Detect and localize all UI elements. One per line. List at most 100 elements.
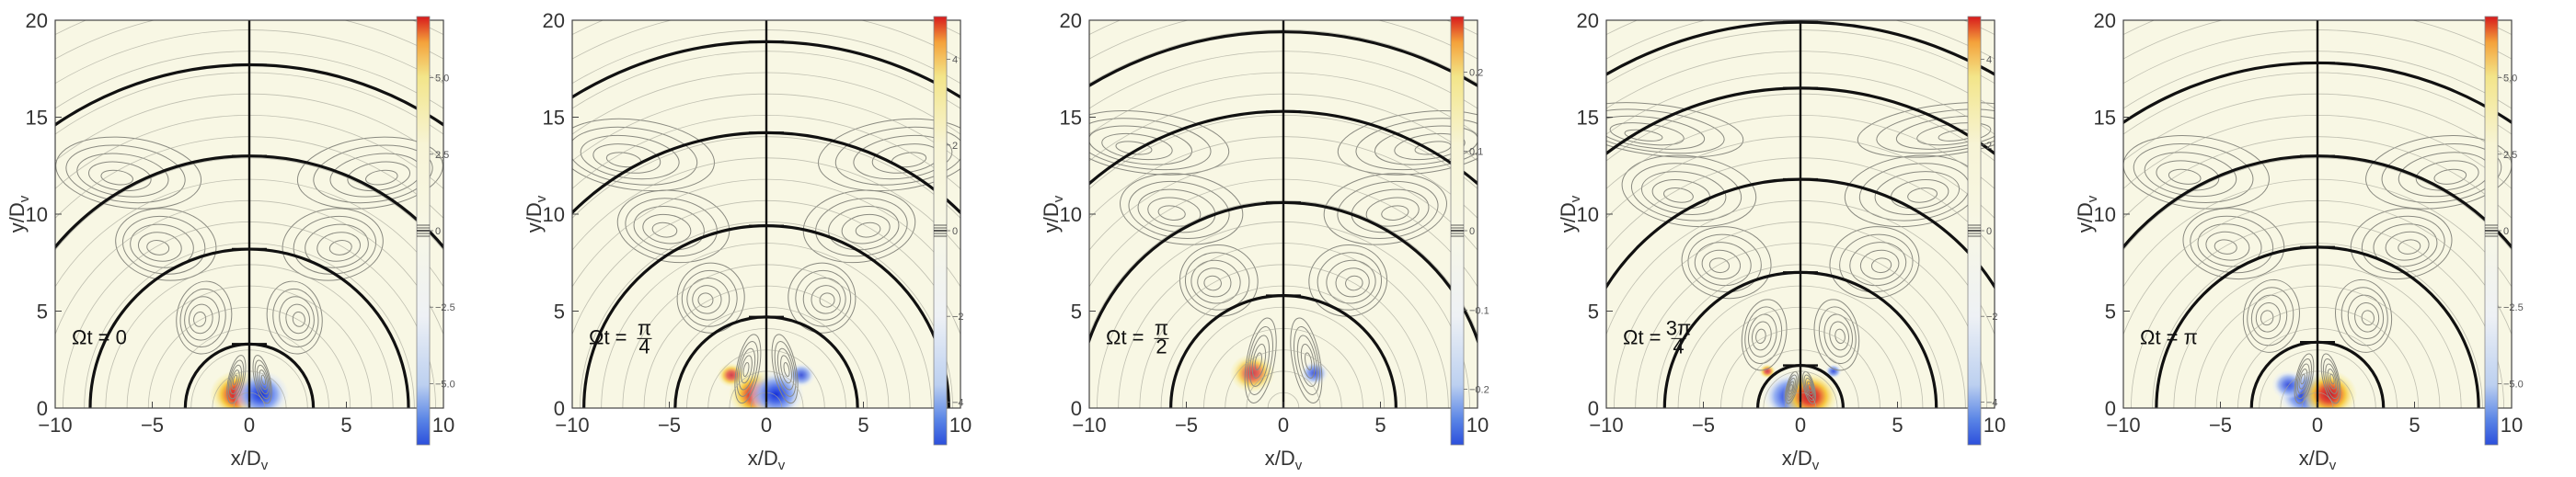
x-tick-label: 5	[2409, 414, 2420, 437]
y-tick-label: 5	[1071, 301, 1082, 324]
streamline	[1708, 257, 1731, 274]
x-tick-label: −10	[555, 414, 589, 437]
x-tick-label: 5	[1892, 414, 1903, 437]
time-annotation: Ωt = π4	[589, 316, 652, 358]
streamline	[1786, 374, 1798, 402]
streamline	[2156, 160, 2220, 191]
streamline	[783, 362, 790, 377]
streamline	[347, 161, 410, 192]
streamline	[1834, 328, 1846, 345]
streamline	[2190, 215, 2274, 274]
svg-text:3π: 3π	[1666, 316, 1691, 339]
y-tick-label: 10	[2094, 203, 2116, 226]
x-tick-label: 5	[857, 414, 868, 437]
streamline	[259, 369, 268, 391]
svg-text:Ωt =: Ωt =	[1623, 325, 1662, 348]
streamline	[292, 311, 305, 327]
streamline	[328, 240, 352, 256]
streamline	[771, 334, 799, 404]
x-axis-label: x/Dv	[1782, 447, 1820, 472]
x-tick-label: 0	[1795, 414, 1806, 437]
streamline	[1203, 275, 1222, 291]
streamline	[2255, 301, 2281, 333]
streamline	[2381, 143, 2502, 203]
streamline	[1818, 306, 1857, 365]
streamline	[285, 303, 311, 335]
colorbar-tick-label: −2	[952, 312, 964, 323]
x-tick-label: 5	[340, 414, 351, 437]
streamline	[580, 134, 680, 180]
streamline	[741, 355, 753, 384]
colorbar-tick-label: 0	[435, 226, 441, 237]
vorticity-blob	[2271, 369, 2306, 400]
streamline	[2296, 363, 2310, 394]
streamline	[734, 334, 762, 404]
streamline	[2398, 239, 2421, 255]
colorbar-tick-label: 2.5	[435, 150, 449, 161]
streamline	[1907, 187, 1938, 203]
streamline	[1870, 257, 1892, 274]
streamline	[1744, 306, 1783, 365]
streamline	[1089, 110, 1230, 176]
streamline	[1381, 205, 1409, 221]
colorbar-tick-label: −4	[952, 397, 964, 408]
streamline	[642, 213, 692, 244]
streamline	[1294, 325, 1320, 395]
y-tick-label: 5	[1588, 301, 1599, 324]
colorbar-tick-label: 4	[1986, 55, 1992, 66]
streamline	[1254, 352, 1263, 370]
y-tick-label: 10	[26, 203, 48, 226]
streamline	[1345, 275, 1363, 291]
streamline	[1251, 343, 1267, 379]
panel-5: −10 −5 0 5 10 0 5 10 15 20 x/Dv y/Dv Ωt = π 5.0 2.5 0 −2…	[2074, 9, 2524, 473]
x-axis-label: x/Dv	[748, 447, 786, 472]
colorbar-tick-label: 2	[952, 141, 958, 152]
y-tick-label: 5	[37, 301, 48, 324]
y-tick-label: 15	[543, 107, 565, 130]
streamline	[1755, 328, 1766, 345]
streamline	[2329, 373, 2335, 385]
streamline	[1839, 233, 1914, 293]
x-axis-label: x/Dv	[231, 447, 269, 472]
colorbar-tick-label: −2.5	[435, 302, 455, 313]
x-tick-label: 5	[1374, 414, 1386, 437]
colorbar: 5.0 2.5 0 −2.5 −5.0	[2484, 16, 2524, 446]
svg-text:2: 2	[1156, 335, 1167, 358]
streamline	[2385, 231, 2430, 261]
streamline	[853, 134, 953, 180]
y-tick-label: 0	[2105, 397, 2116, 420]
y-tick-label: 20	[1577, 9, 1599, 32]
streamline	[1308, 244, 1388, 317]
streamline	[1157, 205, 1186, 221]
vorticity-blob	[1782, 371, 1838, 408]
streamline	[834, 126, 960, 186]
y-tick-label: 0	[37, 397, 48, 420]
streamline	[1290, 317, 1323, 403]
colorbar-tick-label: 0	[952, 226, 958, 237]
streamline	[65, 144, 186, 204]
streamline	[1304, 352, 1313, 370]
streamline	[1857, 102, 1995, 158]
streamline	[2214, 239, 2237, 255]
streamline	[692, 285, 722, 314]
y-axis-label: y/Dv	[523, 195, 549, 233]
streamline	[2415, 160, 2479, 191]
colorbar: 0.2 0.1 0 −0.1 −0.2	[1450, 16, 1489, 446]
streamline	[1687, 233, 1762, 293]
panel-3: −10 −5 0 5 10 0 5 10 15 20 x/Dv y/Dv Ωt = π2 0.2 0.1 0 −…	[1040, 9, 1489, 473]
streamline	[1128, 180, 1230, 239]
colorbar-tick-label: 0.1	[1469, 147, 1483, 158]
streamline	[742, 362, 750, 377]
time-annotation: Ωt = π2	[1106, 316, 1169, 358]
y-tick-label: 0	[1071, 397, 1082, 420]
streamline	[231, 369, 240, 391]
x-tick-label: 0	[244, 414, 255, 437]
streamline	[1300, 343, 1316, 379]
colorbar: 4 2 0 −2 −4	[1967, 16, 1998, 446]
streamline	[1337, 110, 1478, 176]
svg-text:π: π	[638, 316, 651, 339]
streamline	[1741, 299, 1788, 371]
svg-text:Ωt = π: Ωt = π	[2140, 325, 2198, 348]
